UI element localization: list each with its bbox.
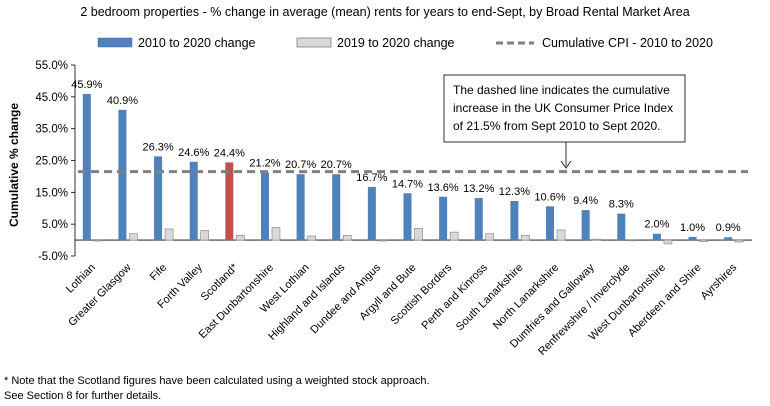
- y-tick-label: 25.0%: [35, 156, 68, 168]
- y-tick-label: 35.0%: [35, 124, 68, 136]
- bar-2019-2020: [734, 239, 744, 243]
- annotation-line-1: The dashed line indicates the cumulative: [453, 83, 670, 97]
- bar-2010-2020: [82, 93, 91, 241]
- x-category-label: Perth and Kinross: [420, 261, 491, 332]
- value-label: 10.6%: [534, 191, 565, 203]
- chart-title: 2 bedroom properties - % change in avera…: [80, 5, 689, 19]
- annotation-line-2: increase in the UK Consumer Price Index: [453, 101, 673, 115]
- x-category-label: South Lanarkshire: [454, 262, 526, 334]
- value-label: 20.7%: [321, 159, 352, 171]
- value-label: 12.3%: [499, 186, 530, 198]
- bar-2019-2020: [414, 228, 423, 241]
- cpi-annotation: The dashed line indicates the cumulative…: [443, 74, 686, 169]
- value-label: 24.4%: [214, 147, 245, 159]
- bar-2010-2020: [260, 172, 269, 241]
- y-tick-label: -5.0%: [38, 251, 68, 263]
- value-label: 20.7%: [285, 159, 316, 171]
- annotation-arrowhead: [560, 160, 572, 169]
- value-label: 16.7%: [356, 172, 387, 184]
- bar-2010-2020: [296, 174, 305, 241]
- x-category-label: North Lanarkshire: [491, 262, 561, 332]
- footnote-line-1: * Note that the Scotland figures have be…: [4, 375, 430, 387]
- bar-2010-2020: [688, 236, 697, 241]
- bar-2010-2020: [118, 109, 127, 241]
- bar-2019-2020: [378, 239, 388, 242]
- y-axis-label: Cumulative % change: [7, 103, 21, 227]
- legend-swatch-2019-2020: [296, 37, 332, 48]
- annotation-line-3: of 21.5% from Sept 2010 to Sept 2020.: [453, 119, 660, 133]
- bar-2010-2020: [652, 233, 661, 241]
- bar-2010-2020: [724, 237, 733, 241]
- y-tick-label: 55.0%: [35, 60, 68, 72]
- bar-2010-2020: [581, 210, 590, 241]
- value-label: 0.9%: [716, 222, 741, 234]
- x-category-label: Lothian: [64, 262, 98, 296]
- value-label: 21.2%: [249, 158, 280, 170]
- bar-2010-2020: [617, 213, 626, 241]
- bar-2019-2020: [307, 235, 316, 241]
- bar-2019-2020: [271, 227, 281, 241]
- bar-2019-2020: [164, 228, 174, 241]
- value-label: 2.0%: [644, 219, 669, 231]
- bar-2019-2020: [342, 235, 352, 241]
- annotation-box: [443, 74, 686, 143]
- value-label: 14.7%: [392, 178, 423, 190]
- bar-2010-2020: [189, 161, 198, 241]
- value-label: 24.6%: [178, 147, 209, 159]
- bar-2019-2020: [627, 239, 637, 242]
- x-category-label: Fife: [148, 262, 169, 283]
- value-label: 8.3%: [609, 199, 634, 211]
- y-tick-label: 45.0%: [35, 92, 68, 104]
- bar-2010-2020: [546, 206, 555, 241]
- legend-label-cpi: Cumulative CPI - 2010 to 2020: [542, 36, 713, 50]
- legend-label-2019-2020: 2019 to 2020 change: [337, 36, 455, 50]
- bar-2019-2020: [200, 230, 210, 241]
- value-label: 40.9%: [107, 95, 138, 107]
- value-label: 13.6%: [428, 182, 459, 194]
- bar-2010-2020: [367, 186, 376, 241]
- bar-2010-2020: [332, 174, 341, 241]
- bar-2010-2020: [439, 196, 448, 241]
- bar-2019-2020: [449, 231, 459, 241]
- value-label: 26.3%: [142, 141, 173, 153]
- bar-2019-2020: [236, 235, 245, 241]
- value-label: 13.2%: [463, 183, 494, 195]
- bar-2019-2020: [663, 239, 673, 245]
- bar-2010-2020: [474, 198, 483, 241]
- bar-2019-2020: [485, 233, 495, 241]
- y-tick-label: 15.0%: [35, 187, 68, 199]
- bar-2019-2020: [129, 233, 138, 241]
- x-category-label: Ayrshires: [699, 261, 740, 302]
- value-label: 9.4%: [573, 195, 598, 207]
- bar-2010-2020: [225, 162, 234, 241]
- bar-2010-2020: [403, 193, 412, 241]
- bar-2019-2020: [592, 238, 601, 241]
- x-category-label: Scottish Borders: [389, 261, 455, 327]
- bar-2019-2020: [556, 229, 566, 241]
- bar-2019-2020: [699, 239, 708, 242]
- bar-2019-2020: [521, 235, 530, 241]
- legend-label-2010-2020: 2010 to 2020 change: [138, 36, 256, 50]
- value-label: 45.9%: [71, 79, 102, 91]
- bar-2010-2020: [510, 200, 519, 241]
- footnote-line-2: See Section 8 for further details.: [4, 390, 162, 402]
- value-label: 1.0%: [680, 222, 705, 234]
- y-tick-label: 5.0%: [42, 219, 68, 231]
- legend: 2010 to 2020 change 2019 to 2020 change …: [97, 36, 713, 50]
- bar-2010-2020: [154, 156, 163, 241]
- bar-2019-2020: [93, 239, 103, 242]
- x-category-label: Greater Glasgow: [66, 262, 133, 329]
- legend-swatch-2010-2020: [97, 37, 133, 48]
